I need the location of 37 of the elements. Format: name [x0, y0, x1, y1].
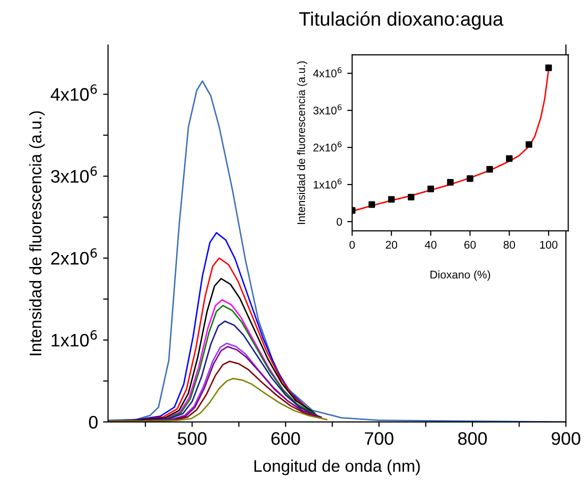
x-tick-label: 600 — [271, 432, 300, 445]
y-tick-label: 2x10$^{6}$ — [313, 141, 342, 152]
x-tick-label: 0 — [349, 240, 355, 249]
point — [526, 141, 532, 148]
point — [408, 194, 414, 200]
y-axis-title: Intensidad de fluorescencia (a.u.) — [296, 61, 308, 224]
y-tick-label: 1x10$^{6}$ — [314, 178, 342, 189]
y-tick-label: 2x10$^{6}$ — [51, 248, 97, 265]
point — [368, 201, 376, 208]
x-tick-label: 40 — [424, 240, 436, 249]
x-tick-label: 900 — [552, 432, 580, 445]
x-tick-label: 80 — [504, 240, 516, 249]
point — [506, 155, 513, 162]
x-tick-label: 20 — [386, 240, 398, 249]
line-series — [108, 378, 328, 422]
y-tick-label: 4x10$^{6}$ — [313, 67, 342, 78]
point — [447, 179, 454, 186]
y-tick-label: 1x10$^{6}$ — [52, 330, 97, 347]
point — [545, 64, 552, 72]
point — [427, 186, 434, 192]
x-tick-label: 700 — [364, 432, 394, 445]
x-axis-title: Longitud de onda (nm) — [254, 460, 420, 476]
x-tick-label: 800 — [458, 432, 487, 445]
y-tick-label: 0 — [88, 416, 98, 429]
y-tick-label: 0 — [336, 218, 342, 226]
point — [388, 196, 395, 203]
y-tick-label: 4x10$^{6}$ — [50, 84, 97, 101]
x-tick-label: 100 — [540, 240, 558, 249]
x-tick-label: 60 — [464, 240, 476, 249]
y-axis-title: Intensidad de fluorescencia (a.u.) — [29, 111, 45, 356]
x-axis-title: Dioxano (%) — [430, 270, 490, 281]
x-tick-label: 500 — [178, 432, 206, 445]
y-tick-label: 3x10$^{6}$ — [313, 104, 342, 114]
point — [486, 166, 493, 173]
point — [466, 175, 474, 182]
chart-title: Titulación dioxano:agua — [299, 11, 504, 30]
y-tick-label: 3x10$^{6}$ — [50, 166, 97, 183]
